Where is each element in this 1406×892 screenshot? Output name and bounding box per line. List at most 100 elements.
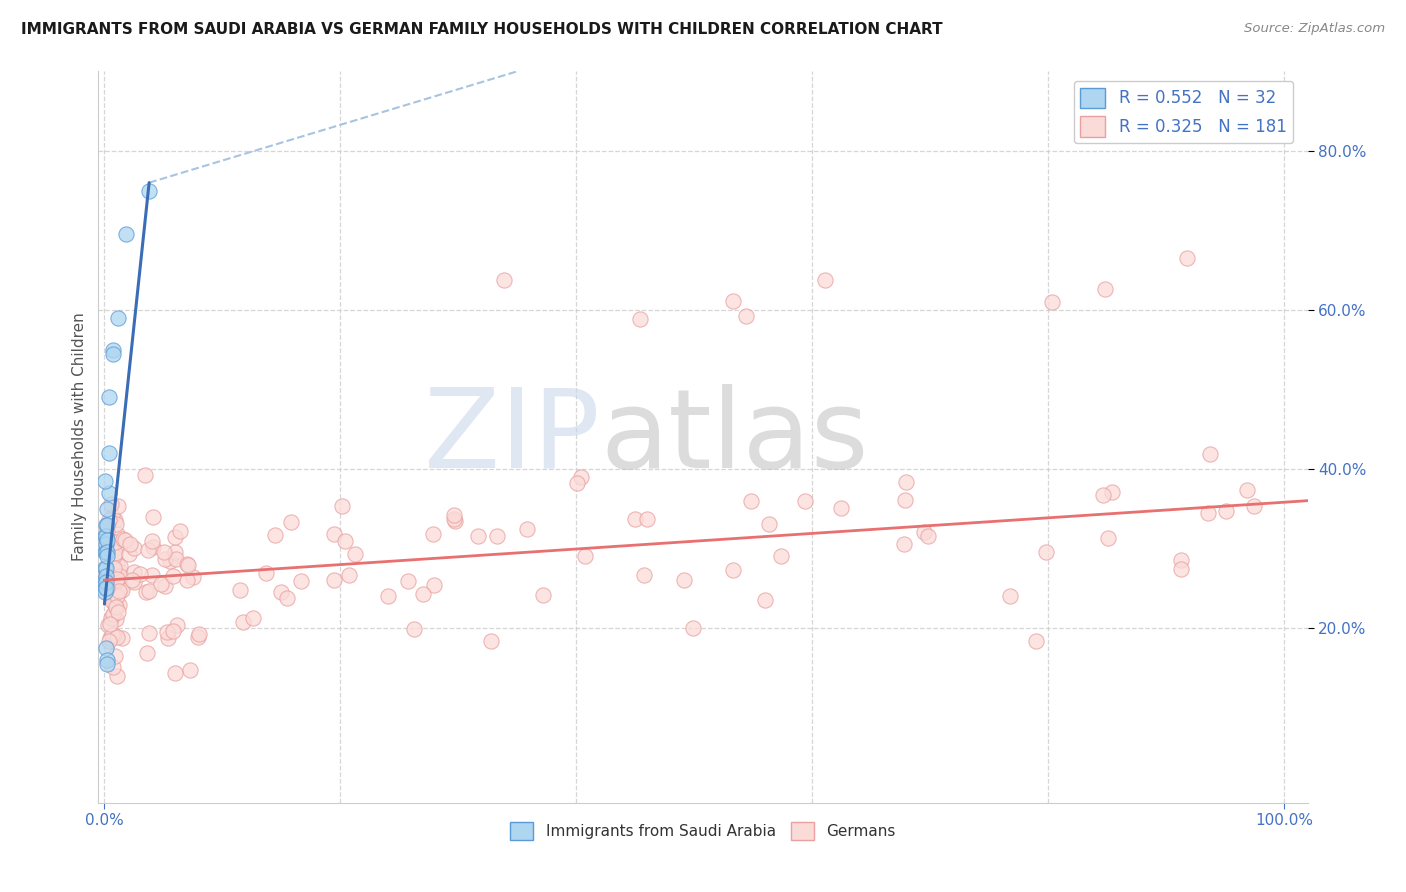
Point	[1025, 633, 1047, 648]
Point	[830, 500, 852, 515]
Point	[758, 516, 780, 531]
Point	[97, 618, 120, 632]
Point	[96, 549, 118, 564]
Point	[917, 529, 939, 543]
Point	[165, 530, 187, 544]
Point	[412, 587, 434, 601]
Point	[1199, 446, 1222, 460]
Point	[111, 582, 134, 597]
Point	[103, 628, 125, 642]
Point	[1170, 562, 1192, 576]
Point	[150, 576, 173, 591]
Point	[179, 664, 201, 678]
Point	[103, 546, 125, 560]
Point	[101, 659, 124, 673]
Point	[129, 567, 152, 582]
Point	[108, 558, 131, 573]
Point	[135, 585, 157, 599]
Point	[101, 508, 124, 523]
Point	[105, 540, 128, 554]
Point	[104, 574, 127, 589]
Point	[188, 627, 211, 641]
Point	[165, 551, 187, 566]
Point	[105, 630, 128, 644]
Point	[107, 606, 129, 620]
Point	[1097, 531, 1119, 545]
Point	[101, 581, 124, 595]
Point	[98, 485, 121, 500]
Point	[894, 493, 917, 508]
Point	[176, 573, 198, 587]
Point	[94, 640, 117, 655]
Point	[105, 582, 128, 597]
Point	[98, 390, 121, 404]
Point	[181, 570, 204, 584]
Point	[94, 529, 117, 543]
Point	[94, 569, 117, 583]
Point	[94, 581, 117, 595]
Point	[323, 527, 346, 541]
Point	[229, 583, 252, 598]
Point	[104, 535, 127, 549]
Point	[1040, 295, 1063, 310]
Point	[98, 513, 121, 527]
Point	[104, 575, 127, 590]
Point	[120, 537, 142, 551]
Point	[94, 585, 117, 599]
Point	[138, 184, 160, 198]
Point	[107, 572, 129, 586]
Point	[94, 537, 117, 551]
Point	[254, 566, 277, 581]
Point	[673, 574, 696, 588]
Point	[107, 668, 129, 682]
Point	[1236, 483, 1258, 497]
Point	[1000, 589, 1022, 603]
Point	[159, 554, 181, 568]
Point	[101, 556, 124, 570]
Point	[103, 597, 125, 611]
Point	[114, 227, 136, 242]
Point	[103, 587, 125, 601]
Point	[98, 446, 121, 460]
Point	[166, 618, 188, 632]
Point	[101, 568, 124, 582]
Point	[100, 611, 122, 625]
Point	[740, 494, 762, 508]
Point	[100, 497, 122, 511]
Point	[138, 542, 160, 557]
Point	[485, 529, 508, 543]
Point	[165, 666, 187, 681]
Point	[187, 631, 209, 645]
Point	[276, 591, 298, 605]
Point	[565, 475, 588, 490]
Point	[734, 309, 756, 323]
Point	[104, 599, 127, 613]
Point	[1035, 545, 1057, 559]
Point	[443, 512, 465, 526]
Point	[104, 648, 127, 663]
Point	[94, 545, 117, 559]
Point	[101, 586, 124, 600]
Point	[628, 312, 651, 326]
Point	[104, 516, 127, 531]
Point	[101, 343, 124, 357]
Point	[467, 529, 489, 543]
Point	[153, 552, 176, 566]
Text: Source: ZipAtlas.com: Source: ZipAtlas.com	[1244, 22, 1385, 36]
Point	[111, 631, 134, 645]
Point	[108, 568, 131, 582]
Point	[1094, 282, 1116, 296]
Point	[912, 524, 935, 539]
Point	[134, 467, 156, 482]
Point	[96, 517, 118, 532]
Point	[138, 625, 160, 640]
Point	[103, 607, 125, 622]
Point	[242, 611, 264, 625]
Point	[97, 567, 120, 582]
Point	[682, 621, 704, 635]
Point	[444, 514, 467, 528]
Point	[121, 573, 143, 587]
Point	[176, 558, 198, 572]
Point	[96, 501, 118, 516]
Point	[104, 574, 127, 589]
